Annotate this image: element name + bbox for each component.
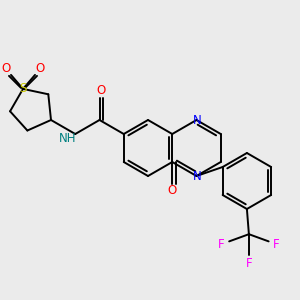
Text: O: O xyxy=(96,84,105,97)
Text: F: F xyxy=(273,238,280,250)
Text: O: O xyxy=(168,184,177,197)
Text: N: N xyxy=(193,169,202,182)
Text: S: S xyxy=(19,82,27,95)
Text: O: O xyxy=(35,62,45,75)
Text: F: F xyxy=(218,238,225,250)
Text: F: F xyxy=(246,257,252,270)
Text: N: N xyxy=(193,113,202,127)
Text: O: O xyxy=(2,62,10,75)
Text: NH: NH xyxy=(58,131,76,145)
